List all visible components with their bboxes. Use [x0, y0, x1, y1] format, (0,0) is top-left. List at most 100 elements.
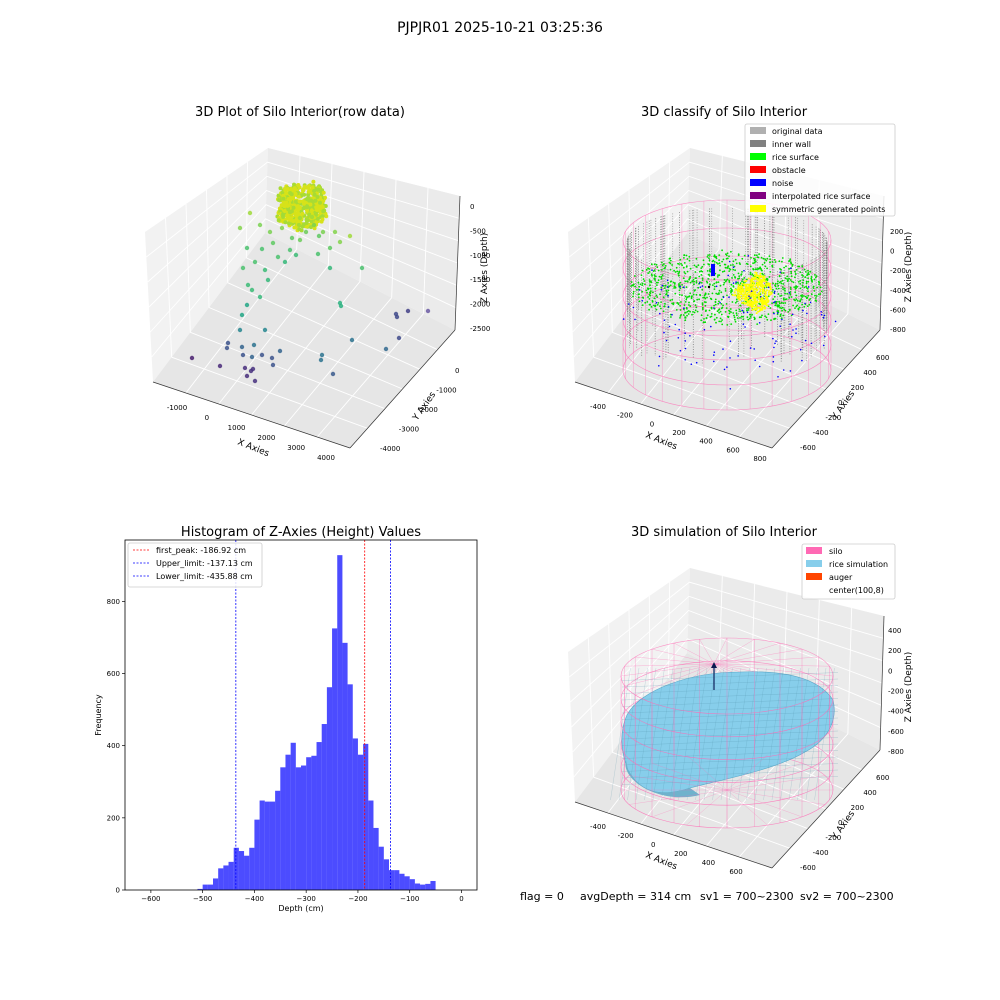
rice-point: [812, 287, 815, 289]
rice-point: [726, 267, 729, 269]
symmetric-point: [758, 281, 761, 284]
data-point: [289, 235, 295, 241]
rice-point: [716, 276, 719, 278]
legend-swatch: [750, 179, 766, 186]
symmetric-point: [766, 297, 769, 300]
rice-point: [660, 286, 663, 289]
rice-point: [730, 291, 732, 294]
histogram-y-ticks: 0 200 400 600 800: [107, 598, 125, 895]
rice-point: [683, 262, 686, 264]
symmetric-point: [745, 289, 748, 292]
rice-point: [725, 303, 728, 305]
rice-point: [692, 311, 694, 313]
rice-point: [796, 299, 799, 302]
rice-point: [819, 286, 822, 289]
noise-point: [820, 313, 823, 316]
symmetric-point: [755, 271, 758, 274]
noise-point: [749, 347, 752, 349]
rice-point: [786, 275, 789, 278]
noise-point: [668, 325, 671, 328]
rice-point: [692, 278, 695, 281]
rice-point: [669, 284, 672, 287]
rice-point: [780, 317, 783, 320]
rice-point: [790, 270, 792, 273]
noise-point: [628, 303, 630, 305]
rice-point: [734, 269, 736, 272]
rice-point: [630, 281, 633, 283]
rice-point: [738, 277, 741, 280]
rice-point: [723, 281, 726, 284]
x-tick-label: −400: [245, 895, 264, 903]
rice-point: [695, 293, 698, 296]
rice-point: [684, 295, 687, 298]
symmetric-point: [761, 306, 764, 309]
rice-point: [788, 267, 791, 270]
y-tick-label: 400: [863, 369, 876, 377]
data-point: [283, 203, 288, 208]
silo-lid-spoke: [620, 663, 715, 677]
symmetric-point: [754, 276, 757, 279]
rice-point: [685, 286, 688, 288]
rice-point: [645, 268, 648, 271]
rice-point: [818, 283, 820, 286]
x-tick-label: 1000: [228, 424, 246, 432]
rice-point: [680, 262, 682, 265]
rice-point: [695, 281, 698, 284]
rice-point: [816, 286, 818, 289]
rice-point: [673, 287, 675, 289]
data-point: [262, 327, 268, 333]
z-tick-label: 400: [888, 627, 901, 635]
symmetric-point: [759, 309, 762, 311]
status-sv2: sv2 = 700~2300: [800, 890, 894, 903]
rice-point: [679, 315, 682, 317]
symmetric-point: [761, 296, 764, 299]
rice-point: [795, 294, 798, 297]
rice-point: [650, 263, 653, 266]
rice-point: [789, 288, 792, 290]
symmetric-point: [747, 277, 750, 280]
rice-point: [702, 259, 705, 262]
rice-point: [731, 277, 733, 279]
rice-point: [664, 284, 667, 287]
rice-point: [747, 307, 750, 309]
panel2-legend-items: original data inner wall rice surface obsta…: [750, 127, 885, 214]
rice-point: [688, 301, 690, 304]
data-point: [305, 218, 310, 223]
rice-point: [728, 267, 731, 270]
noise-point: [772, 356, 775, 358]
rice-point: [784, 277, 787, 280]
histogram-bar: [404, 876, 410, 890]
silo-lid-spoke: [635, 656, 715, 665]
rice-point: [648, 303, 651, 306]
noise-point: [802, 309, 804, 312]
panel2-classified-points: [622, 208, 837, 390]
rice-point: [756, 323, 759, 325]
data-point: [307, 212, 312, 217]
noise-point: [713, 360, 715, 363]
y-tick-label: -400: [813, 849, 829, 857]
rice-point: [706, 314, 709, 317]
rice-point: [664, 302, 666, 305]
rice-point: [806, 305, 809, 308]
rice-point: [665, 289, 668, 292]
rice-point: [686, 314, 688, 317]
data-point: [280, 212, 286, 218]
rice-point: [728, 270, 731, 272]
data-point: [312, 192, 317, 197]
data-point: [318, 357, 324, 363]
data-point: [330, 371, 336, 377]
rice-point: [791, 280, 793, 283]
rice-point: [718, 274, 721, 277]
symmetric-point: [753, 293, 756, 296]
data-point: [301, 206, 306, 211]
rice-point: [713, 282, 716, 285]
x-tick-label: 0: [650, 420, 654, 428]
symmetric-point: [748, 302, 751, 305]
rice-point: [661, 269, 663, 271]
symmetric-point: [752, 287, 755, 290]
rice-point: [730, 323, 733, 325]
z-tick-label: -600: [890, 306, 906, 314]
rice-point: [647, 267, 649, 270]
rice-point: [720, 291, 723, 294]
silo-lid-spoke: [713, 639, 755, 665]
